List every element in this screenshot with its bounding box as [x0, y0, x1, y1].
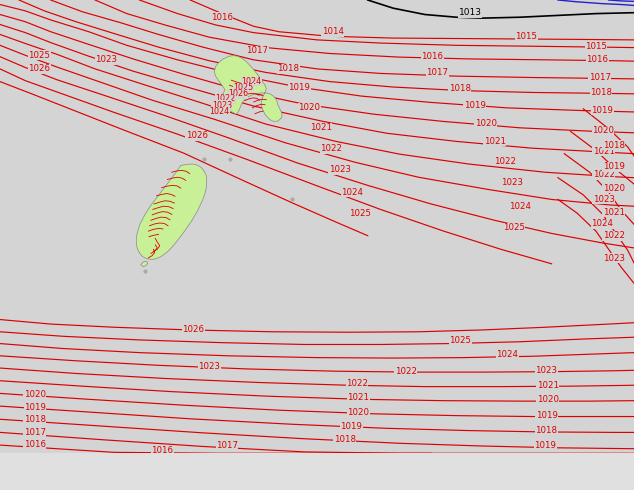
- Text: 1023: 1023: [198, 362, 220, 371]
- Text: ©weatheronline.co.uk: ©weatheronline.co.uk: [512, 478, 626, 487]
- Text: 1022: 1022: [346, 379, 368, 389]
- Text: 1022: 1022: [215, 94, 235, 103]
- Text: 1020: 1020: [475, 119, 496, 128]
- Text: 1025: 1025: [233, 83, 254, 93]
- Text: 1024: 1024: [342, 188, 363, 196]
- Text: 1016: 1016: [152, 446, 173, 456]
- Text: 1026: 1026: [183, 325, 204, 335]
- Text: 1017: 1017: [247, 46, 268, 55]
- Text: 1020: 1020: [603, 184, 624, 193]
- Text: 1026: 1026: [228, 89, 248, 98]
- Text: 1024: 1024: [509, 202, 531, 211]
- Text: 1020: 1020: [592, 126, 614, 135]
- Text: 1023: 1023: [96, 55, 117, 64]
- Text: 1026: 1026: [186, 131, 207, 141]
- Text: 1019: 1019: [534, 441, 556, 450]
- Text: 1025: 1025: [503, 223, 524, 232]
- Text: 1017: 1017: [24, 428, 46, 437]
- Text: 1016: 1016: [422, 52, 443, 61]
- Polygon shape: [214, 56, 282, 122]
- Text: 1022: 1022: [320, 144, 342, 153]
- Text: 1021: 1021: [484, 137, 505, 146]
- Text: 1018: 1018: [590, 88, 612, 97]
- Text: 1022: 1022: [395, 367, 417, 376]
- Text: 1021: 1021: [593, 147, 614, 156]
- Text: 1019: 1019: [592, 106, 613, 115]
- Polygon shape: [141, 261, 148, 267]
- Text: Surface pressure [hPa] ECMWF: Surface pressure [hPa] ECMWF: [5, 468, 198, 478]
- Polygon shape: [136, 164, 207, 259]
- Text: 1023: 1023: [501, 178, 523, 187]
- Text: 1018: 1018: [278, 64, 299, 74]
- Text: 1018: 1018: [24, 415, 46, 424]
- Text: 1016: 1016: [586, 55, 608, 64]
- Text: 1017: 1017: [216, 441, 238, 450]
- Text: 1018: 1018: [603, 141, 624, 149]
- Text: 1021: 1021: [310, 123, 332, 132]
- Text: 1023: 1023: [536, 366, 557, 375]
- Text: 1024: 1024: [496, 350, 518, 359]
- Text: 1017: 1017: [589, 73, 611, 81]
- Text: 1019: 1019: [340, 422, 362, 431]
- Text: 1019: 1019: [536, 411, 557, 420]
- Text: 1024: 1024: [209, 107, 230, 116]
- Text: 1014: 1014: [322, 27, 344, 36]
- Text: 1019: 1019: [464, 100, 486, 110]
- Text: 1017: 1017: [427, 68, 448, 77]
- Text: 1015: 1015: [515, 32, 537, 41]
- Text: 1020: 1020: [347, 408, 369, 417]
- Text: 1019: 1019: [603, 162, 624, 171]
- Text: 1018: 1018: [449, 84, 470, 93]
- Text: 1022: 1022: [603, 231, 624, 240]
- Text: 1023: 1023: [212, 100, 232, 110]
- Text: Tu 07-05-2024 12:00 UTC (12+96): Tu 07-05-2024 12:00 UTC (12+96): [413, 462, 626, 472]
- Text: 1023: 1023: [593, 195, 614, 204]
- Text: 1025: 1025: [450, 336, 471, 345]
- Text: 1025: 1025: [349, 209, 371, 218]
- Text: 1020: 1020: [24, 390, 46, 399]
- Text: 1021: 1021: [603, 208, 624, 217]
- Text: 1023: 1023: [603, 254, 624, 263]
- Text: 1016: 1016: [211, 13, 233, 22]
- Text: 1015: 1015: [585, 42, 607, 51]
- Text: 1025: 1025: [29, 51, 50, 60]
- Text: 1021: 1021: [347, 393, 369, 402]
- Text: 1023: 1023: [329, 166, 351, 174]
- Text: 1019: 1019: [24, 402, 46, 412]
- Text: 1022: 1022: [494, 157, 515, 166]
- Text: 1016: 1016: [24, 440, 46, 449]
- Text: 1021: 1021: [537, 381, 559, 390]
- Text: 1020: 1020: [299, 103, 320, 112]
- Text: 1018: 1018: [334, 435, 356, 444]
- Text: 1020: 1020: [537, 395, 559, 404]
- Text: 1019: 1019: [288, 83, 310, 93]
- Text: 1022: 1022: [593, 171, 614, 179]
- Text: 1024: 1024: [241, 77, 261, 86]
- Text: 1018: 1018: [536, 426, 557, 435]
- Text: 1026: 1026: [29, 64, 50, 74]
- Text: 1013: 1013: [459, 8, 482, 17]
- Text: 1024: 1024: [592, 220, 613, 228]
